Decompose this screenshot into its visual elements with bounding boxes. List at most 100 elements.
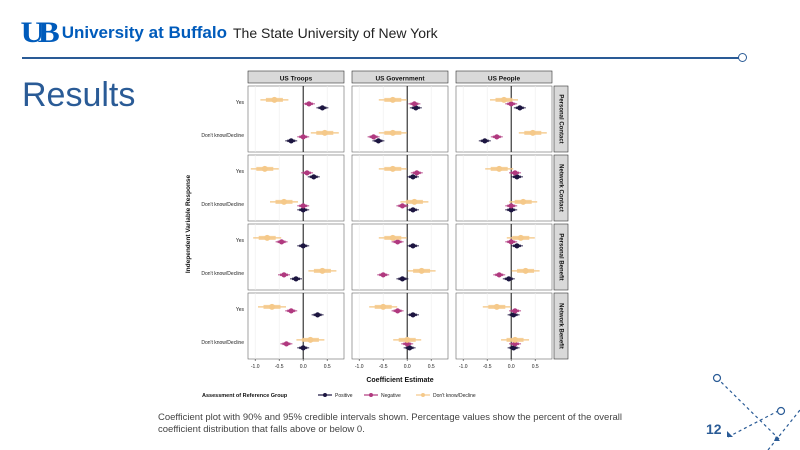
y-tick-label: Don't know/Decline <box>201 340 244 346</box>
coefficient-point <box>511 312 517 318</box>
x-tick-label: -1.0 <box>459 364 468 370</box>
facet-row-label: Network Contact <box>557 164 563 212</box>
page-number: 12 <box>706 421 722 437</box>
coefficient-point <box>264 234 271 241</box>
coefficient-point <box>511 345 517 351</box>
coefficient-point <box>529 129 536 136</box>
coefficient-point <box>496 272 502 278</box>
x-tick-label: 0.5 <box>428 364 435 370</box>
x-tick-label: 0.5 <box>324 364 331 370</box>
coefficient-point <box>410 174 416 180</box>
coefficient-point <box>399 203 405 209</box>
legend-swatch-point <box>323 393 327 397</box>
coefficient-point <box>414 170 420 176</box>
coefficient-point <box>271 96 278 103</box>
panel-background <box>351 154 449 222</box>
coefficient-point <box>300 345 306 351</box>
legend-title: Assessment of Reference Group <box>202 393 288 399</box>
coefficient-point <box>517 105 523 111</box>
coefficient-point <box>411 101 417 107</box>
coefficient-point <box>407 345 413 351</box>
coefficient-point <box>496 165 503 172</box>
x-tick-label: -0.5 <box>483 364 492 370</box>
coefficient-point <box>380 303 387 310</box>
coefficient-point <box>508 239 514 245</box>
facet-column-label: US People <box>488 76 521 83</box>
university-logo: UB University at Buffalo The State Unive… <box>20 16 438 49</box>
coefficient-point <box>300 203 306 209</box>
facet-strip <box>455 70 553 84</box>
coefficient-point <box>307 336 314 343</box>
legend-swatch-point <box>421 393 425 397</box>
panel-background <box>351 292 449 360</box>
coefficient-point <box>279 239 285 245</box>
legend-swatch-point <box>369 393 373 397</box>
coefficient-point <box>304 170 310 176</box>
panel-background <box>455 154 553 222</box>
coefficient-plot: US Troops US Government US People Personal … <box>185 70 569 399</box>
coefficient-point <box>288 138 294 144</box>
coefficient-point <box>306 101 312 107</box>
coefficient-point <box>410 207 416 213</box>
coefficient-point <box>494 134 500 140</box>
y-tick-label: Don't know/Decline <box>201 202 244 208</box>
panel-background <box>247 292 345 360</box>
y-tick-label: Don't know/Decline <box>201 271 244 277</box>
coefficient-point <box>508 207 514 213</box>
coefficient-point <box>506 276 512 282</box>
coefficient-point <box>404 336 411 343</box>
ub-logo-mark: UB <box>20 16 60 49</box>
coefficient-point <box>413 105 419 111</box>
coefficient-point <box>411 198 418 205</box>
coefficient-point <box>319 105 325 111</box>
coefficient-point <box>517 234 524 241</box>
panel-background <box>455 292 553 360</box>
facet-strip <box>351 70 449 84</box>
coefficient-point <box>300 207 306 213</box>
coefficient-point <box>315 312 321 318</box>
header-rule-dot <box>738 53 747 62</box>
facet-strip <box>247 70 345 84</box>
coefficient-point <box>410 243 416 249</box>
panel-background <box>351 85 449 153</box>
coefficient-point <box>321 129 328 136</box>
y-tick-label: Yes <box>236 169 245 175</box>
coefficient-point <box>520 198 527 205</box>
coefficient-point <box>281 198 287 205</box>
coefficient-point <box>501 96 507 103</box>
coefficient-point <box>512 170 518 176</box>
coefficient-point <box>512 308 518 314</box>
x-tick-label: -0.5 <box>275 364 284 370</box>
coefficient-point <box>395 239 401 245</box>
x-tick-label: 0.5 <box>532 364 539 370</box>
coefficient-point <box>418 267 425 274</box>
coefficient-point <box>311 174 317 180</box>
x-tick-label: 0.0 <box>508 364 515 370</box>
x-tick-label: 0.0 <box>404 364 411 370</box>
y-tick-label: Yes <box>236 307 245 313</box>
y-tick-label: Yes <box>236 100 245 106</box>
coefficient-point <box>522 267 529 274</box>
coefficient-point <box>288 308 294 314</box>
coefficient-point <box>493 303 500 310</box>
header-rule <box>22 57 740 59</box>
coefficient-point <box>371 134 377 140</box>
x-tick-label: -0.5 <box>379 364 388 370</box>
facet-row-label: Personal Contact <box>557 94 563 143</box>
x-tick-label: -1.0 <box>251 364 260 370</box>
y-tick-label: Don't know/Decline <box>201 133 244 139</box>
university-name: University at Buffalo <box>61 23 227 42</box>
coefficient-point <box>293 276 299 282</box>
coefficient-point <box>482 138 488 144</box>
coefficient-point <box>508 203 514 209</box>
coefficient-point <box>300 134 306 140</box>
facet-row-label: Personal Benefit <box>557 233 563 280</box>
facet-strip <box>553 292 569 360</box>
facet-column-label: US Troops <box>280 76 313 83</box>
coefficient-point <box>514 174 520 180</box>
coefficient-point <box>269 303 275 310</box>
coefficient-point <box>514 243 520 249</box>
coefficient-point <box>395 308 401 314</box>
legend-item-label: Negative <box>381 393 401 399</box>
